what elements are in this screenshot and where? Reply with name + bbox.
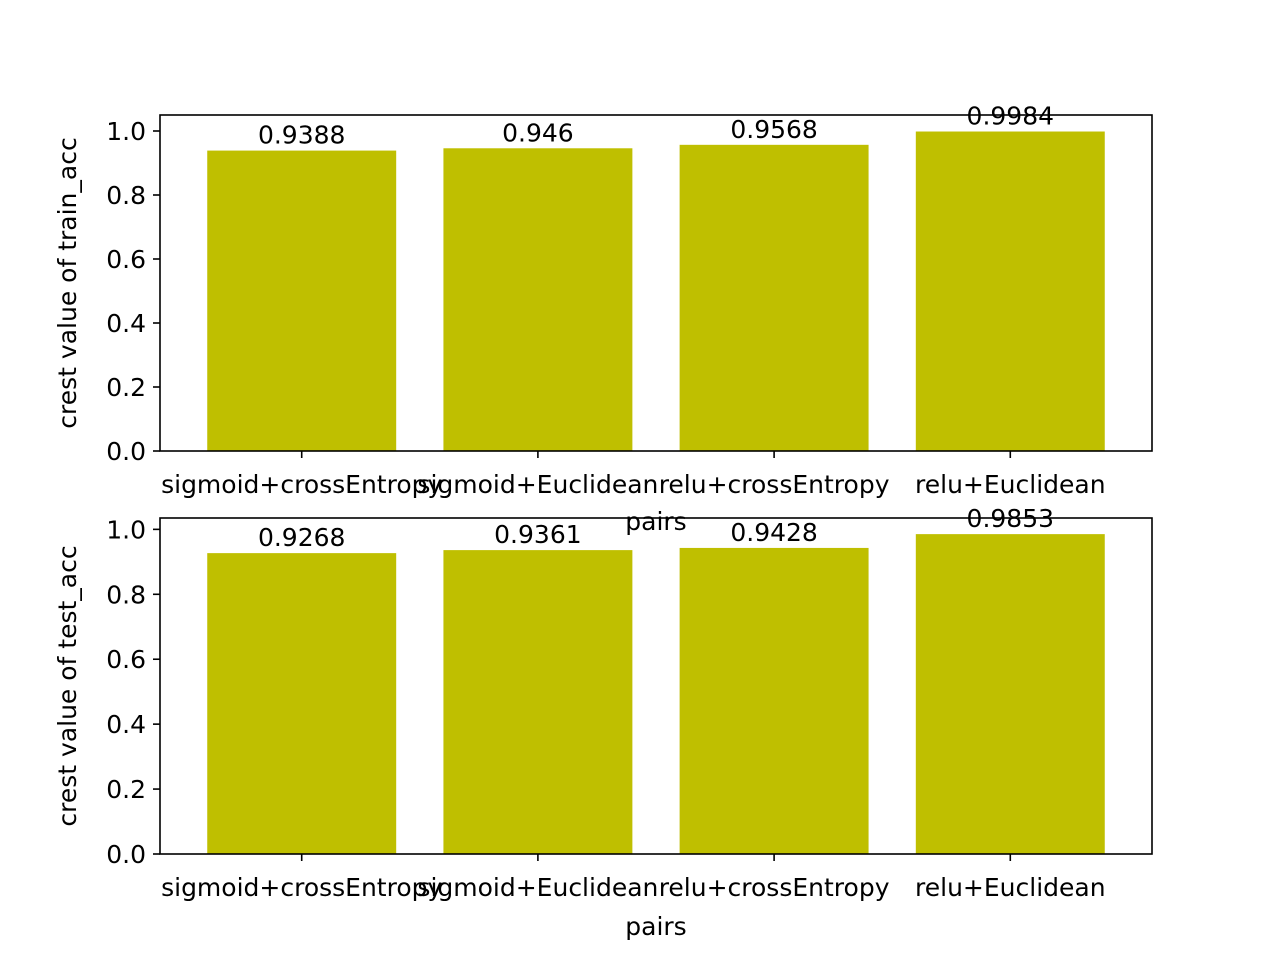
- train-acc-bar-1: [443, 148, 633, 451]
- train-acc-ytick-label-1: 0.2: [106, 373, 146, 402]
- test-acc-ytick-label-3: 0.6: [106, 645, 146, 674]
- test-acc-value-label-0: 0.9268: [258, 523, 345, 552]
- test-acc-ytick-label-5: 1.0: [106, 515, 146, 544]
- test-acc-ytick-label-4: 0.8: [106, 580, 146, 609]
- train-acc-value-label-1: 0.946: [502, 118, 574, 147]
- test-acc-panel: 0.9268 0.9361 0.9428 0.98530.00.20.40.60.81…: [53, 504, 1153, 941]
- test-acc-y-axis-label: crest value of test_acc: [53, 545, 82, 826]
- test-acc-xtick-label-1: sigmoid+Euclidean: [417, 873, 658, 902]
- train-acc-ytick-label-0: 0.0: [106, 437, 146, 466]
- train-acc-value-label-0: 0.9388: [258, 121, 345, 150]
- test-acc-ytick-label-0: 0.0: [106, 840, 146, 869]
- train-acc-xtick-label-0: sigmoid+crossEntropy: [161, 470, 442, 499]
- test-acc-bar-1: [443, 550, 633, 854]
- train-acc-ytick-label-5: 1.0: [106, 117, 146, 146]
- train-acc-xtick-label-2: relu+crossEntropy: [659, 470, 890, 499]
- test-acc-bar-2: [679, 547, 869, 854]
- train-acc-xtick-label-3: relu+Euclidean: [915, 470, 1106, 499]
- train-acc-bar-0: [207, 150, 397, 451]
- train-acc-axes-frame: [159, 114, 1153, 452]
- train-acc-y-axis-label: crest value of train_acc: [53, 137, 82, 428]
- test-acc-axes-frame: [159, 517, 1153, 855]
- test-acc-ytick-label-1: 0.2: [106, 775, 146, 804]
- train-acc-bar-2: [679, 144, 869, 451]
- test-acc-xtick-label-0: sigmoid+crossEntropy: [161, 873, 442, 902]
- test-acc-bar-0: [207, 553, 397, 854]
- train-acc-ytick-label-2: 0.4: [106, 309, 146, 338]
- test-acc-ytick-label-2: 0.4: [106, 710, 146, 739]
- train-acc-bar-3: [915, 131, 1105, 451]
- train-acc-panel: 0.9388 0.946 0.9568 0.9984 0.0 0.2 0.4 0.6 0.8 1.…: [53, 102, 1153, 536]
- test-acc-value-label-1: 0.9361: [494, 520, 581, 549]
- test-acc-bar-3: [915, 534, 1105, 854]
- train-acc-value-label-3: 0.9984: [967, 102, 1054, 131]
- test-acc-value-label-2: 0.9428: [730, 518, 817, 547]
- train-acc-value-label-2: 0.9568: [730, 115, 817, 144]
- test-acc-xtick-label-3: relu+Euclidean: [915, 873, 1106, 902]
- test-acc-xtick-label-2: relu+crossEntropy: [659, 873, 890, 902]
- train-acc-ytick-label-3: 0.6: [106, 245, 146, 274]
- train-acc-xtick-label-1: sigmoid+Euclidean: [417, 470, 658, 499]
- train-acc-x-axis-label: pairs: [625, 507, 686, 536]
- test-acc-x-axis-label: pairs: [625, 912, 686, 941]
- train-acc-ytick-label-4: 0.8: [106, 181, 146, 210]
